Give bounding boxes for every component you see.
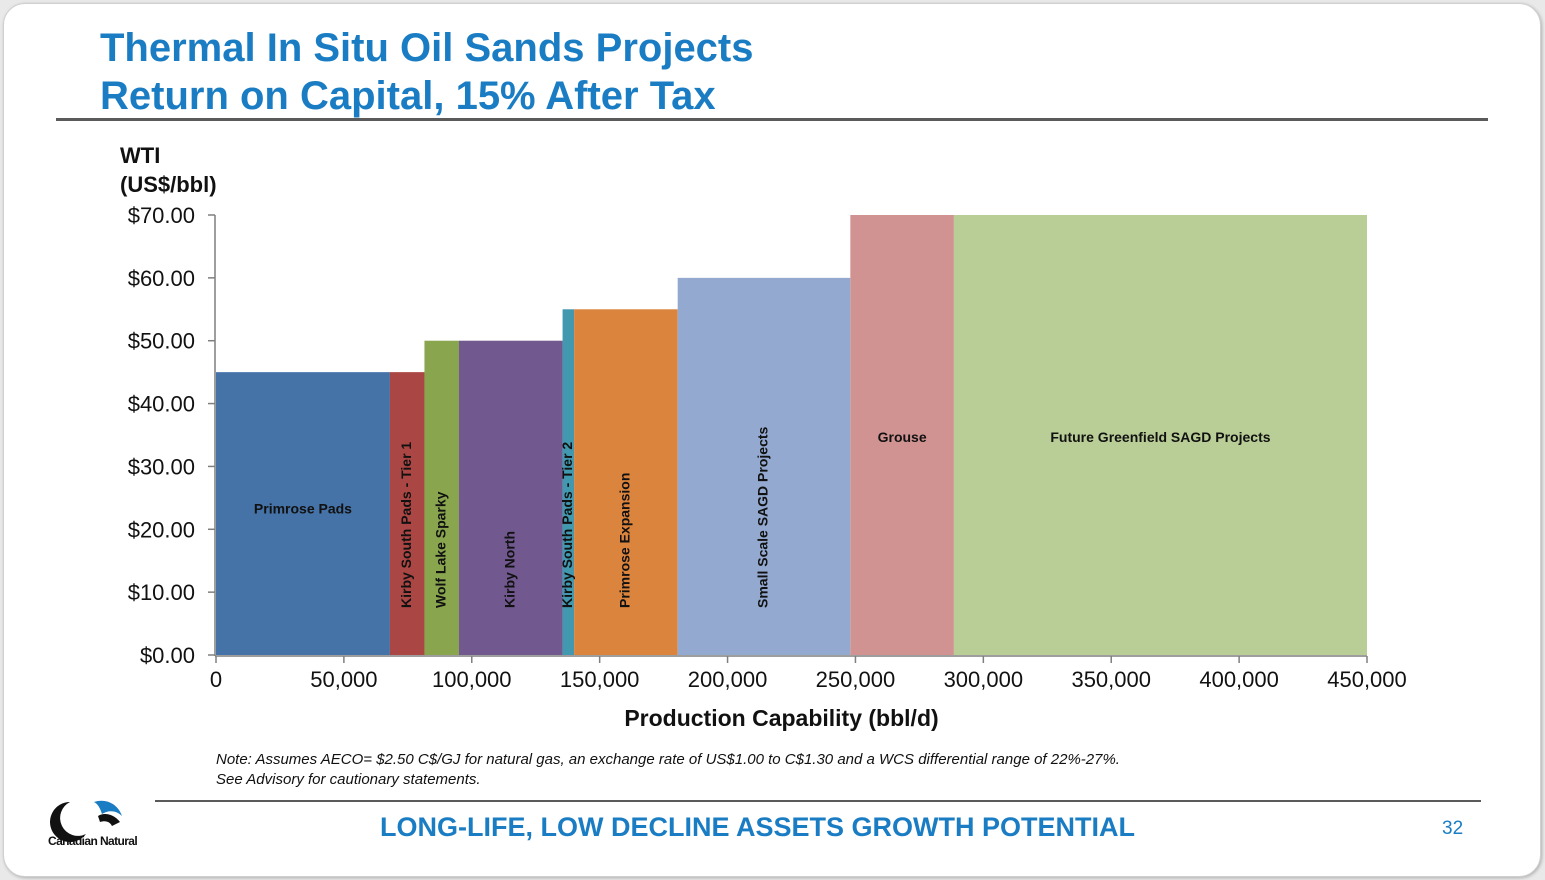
bar-6 — [677, 277, 851, 655]
page-number: 32 — [1442, 818, 1464, 839]
bar-4 — [562, 309, 575, 655]
footer-tagline: LONG-LIFE, LOW DECLINE ASSETS GROWTH POT… — [380, 812, 1135, 842]
footnote-line-2: See Advisory for cautionary statements. — [216, 771, 481, 788]
y-tick-label-3: $30.00 — [128, 454, 195, 479]
bar-label-2: Wolf Lake Sparky — [432, 491, 448, 608]
x-tick-label-8: 400,000 — [1199, 667, 1279, 692]
y-axis-title-line-1: WTI — [120, 143, 160, 168]
bar-label-6: Small Scale SAGD Projects — [755, 426, 771, 608]
x-tick-label-6: 300,000 — [944, 667, 1024, 692]
y-tick-label-5: $50.00 — [128, 329, 195, 354]
slide-title: Thermal In Situ Oil Sands Projects Retur… — [100, 24, 754, 120]
x-tick-label-4: 200,000 — [688, 667, 768, 692]
bar-label-0: Primrose Pads — [254, 501, 352, 517]
y-axis-title-line-2: (US$/bbl) — [120, 172, 217, 197]
logo-wordmark: Canadian Natural — [48, 834, 138, 848]
x-axis-title: Production Capability (bbl/d) — [624, 705, 938, 731]
x-tick-label-0: 0 — [210, 667, 222, 692]
footnote-line-1: Note: Assumes AECO= $2.50 C$/GJ for natu… — [216, 751, 1120, 768]
footnote: Note: Assumes AECO= $2.50 C$/GJ for natu… — [216, 750, 1120, 790]
bar-label-4: Kirby South Pads - Tier 2 — [559, 442, 575, 608]
y-tick-label-7: $70.00 — [128, 203, 195, 228]
x-tick-label-7: 350,000 — [1071, 667, 1151, 692]
bar-label-1: Kirby South Pads - Tier 1 — [398, 442, 414, 608]
y-tick-label-1: $10.00 — [128, 580, 195, 605]
bar-label-3: Kirby North — [501, 531, 517, 608]
title-line-1: Thermal In Situ Oil Sands Projects — [100, 26, 754, 70]
bar-label-5: Primrose Expansion — [617, 473, 633, 608]
title-line-2: Return on Capital, 15% After Tax — [100, 74, 716, 118]
x-tick-label-9: 450,000 — [1327, 667, 1407, 692]
bar-label-8: Future Greenfield SAGD Projects — [1050, 429, 1270, 445]
bar-3 — [458, 340, 563, 655]
y-tick-label-6: $60.00 — [128, 266, 195, 291]
y-tick-label-2: $20.00 — [128, 517, 195, 542]
bar-label-7: Grouse — [878, 429, 927, 445]
company-logo-icon — [50, 800, 122, 842]
bar-5 — [574, 309, 678, 655]
x-tick-label-1: 50,000 — [310, 667, 377, 692]
bar-1 — [389, 372, 425, 655]
bar-2 — [424, 340, 459, 655]
x-tick-label-3: 150,000 — [560, 667, 640, 692]
x-tick-label-2: 100,000 — [432, 667, 512, 692]
bar-0 — [216, 372, 390, 655]
y-tick-label-4: $40.00 — [128, 392, 195, 417]
title-divider — [56, 118, 1488, 121]
x-tick-label-5: 250,000 — [816, 667, 896, 692]
bar-8 — [953, 215, 1367, 655]
footer-divider — [155, 800, 1481, 802]
y-tick-label-0: $0.00 — [140, 643, 195, 668]
bar-7 — [850, 215, 954, 655]
